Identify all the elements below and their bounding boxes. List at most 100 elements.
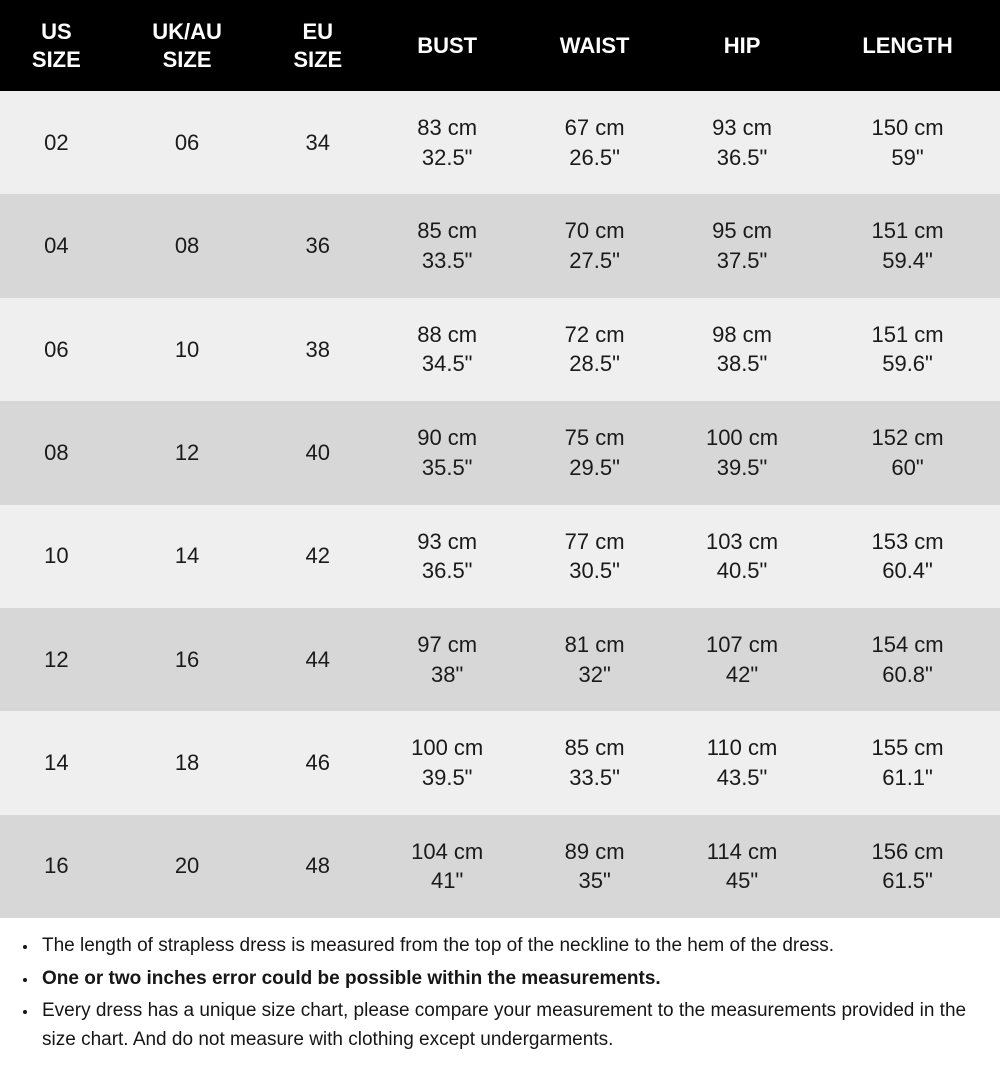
- cm-value: 98 cm: [675, 320, 809, 350]
- table-cell: 151 cm59.4": [815, 194, 1000, 297]
- table-cell: 14: [113, 505, 262, 608]
- cm-value: 152 cm: [821, 423, 994, 453]
- cm-value: 153 cm: [821, 527, 994, 557]
- cm-value: 67 cm: [526, 113, 663, 143]
- table-cell: 34: [261, 91, 374, 194]
- table-header-row: US SIZEUK/AU SIZEEU SIZEBUSTWAISTHIPLENG…: [0, 0, 1000, 91]
- table-cell: 97 cm38": [374, 608, 520, 711]
- table-cell: 110 cm43.5": [669, 711, 815, 814]
- cm-value: 151 cm: [821, 320, 994, 350]
- inch-value: 43.5": [675, 763, 809, 793]
- table-cell: 12: [0, 608, 113, 711]
- cm-value: 85 cm: [380, 216, 514, 246]
- col-header: EU SIZE: [261, 0, 374, 91]
- table-cell: 46: [261, 711, 374, 814]
- cm-value: 107 cm: [675, 630, 809, 660]
- notes-list: The length of strapless dress is measure…: [28, 932, 984, 1054]
- cm-value: 155 cm: [821, 733, 994, 763]
- table-row: 141846100 cm39.5"85 cm33.5"110 cm43.5"15…: [0, 711, 1000, 814]
- col-header: LENGTH: [815, 0, 1000, 91]
- table-cell: 93 cm36.5": [374, 505, 520, 608]
- inch-value: 33.5": [526, 763, 663, 793]
- cm-value: 89 cm: [526, 837, 663, 867]
- table-cell: 100 cm39.5": [374, 711, 520, 814]
- cm-value: 103 cm: [675, 527, 809, 557]
- cm-value: 100 cm: [380, 733, 514, 763]
- table-cell: 151 cm59.6": [815, 298, 1000, 401]
- inch-value: 60.8": [821, 660, 994, 690]
- inch-value: 38.5": [675, 349, 809, 379]
- col-header: HIP: [669, 0, 815, 91]
- inch-value: 33.5": [380, 246, 514, 276]
- table-cell: 114 cm45": [669, 815, 815, 918]
- table-cell: 104 cm41": [374, 815, 520, 918]
- inch-value: 41": [380, 866, 514, 896]
- table-cell: 95 cm37.5": [669, 194, 815, 297]
- inch-value: 39.5": [675, 453, 809, 483]
- cm-value: 156 cm: [821, 837, 994, 867]
- table-row: 162048104 cm41"89 cm35"114 cm45"156 cm61…: [0, 815, 1000, 918]
- table-cell: 70 cm27.5": [520, 194, 669, 297]
- table-cell: 98 cm38.5": [669, 298, 815, 401]
- inch-value: 60.4": [821, 556, 994, 586]
- table-cell: 16: [0, 815, 113, 918]
- cm-value: 93 cm: [380, 527, 514, 557]
- table-cell: 77 cm30.5": [520, 505, 669, 608]
- inch-value: 40.5": [675, 556, 809, 586]
- cm-value: 104 cm: [380, 837, 514, 867]
- table-cell: 153 cm60.4": [815, 505, 1000, 608]
- table-cell: 107 cm42": [669, 608, 815, 711]
- inch-value: 61.5": [821, 866, 994, 896]
- table-row: 12164497 cm38"81 cm32"107 cm42"154 cm60.…: [0, 608, 1000, 711]
- table-cell: 10: [113, 298, 262, 401]
- table-cell: 103 cm40.5": [669, 505, 815, 608]
- inch-value: 42": [675, 660, 809, 690]
- cm-value: 85 cm: [526, 733, 663, 763]
- table-cell: 06: [0, 298, 113, 401]
- cm-value: 93 cm: [675, 113, 809, 143]
- cm-value: 114 cm: [675, 837, 809, 867]
- cm-value: 75 cm: [526, 423, 663, 453]
- inch-value: 36.5": [380, 556, 514, 586]
- inch-value: 35": [526, 866, 663, 896]
- cm-value: 110 cm: [675, 733, 809, 763]
- inch-value: 60": [821, 453, 994, 483]
- table-cell: 67 cm26.5": [520, 91, 669, 194]
- cm-value: 95 cm: [675, 216, 809, 246]
- table-cell: 72 cm28.5": [520, 298, 669, 401]
- cm-value: 154 cm: [821, 630, 994, 660]
- table-cell: 152 cm60": [815, 401, 1000, 504]
- cm-value: 88 cm: [380, 320, 514, 350]
- table-cell: 154 cm60.8": [815, 608, 1000, 711]
- cm-value: 81 cm: [526, 630, 663, 660]
- inch-value: 35.5": [380, 453, 514, 483]
- size-chart-table: US SIZEUK/AU SIZEEU SIZEBUSTWAISTHIPLENG…: [0, 0, 1000, 918]
- inch-value: 32.5": [380, 143, 514, 173]
- table-cell: 150 cm59": [815, 91, 1000, 194]
- table-cell: 75 cm29.5": [520, 401, 669, 504]
- cm-value: 70 cm: [526, 216, 663, 246]
- table-cell: 18: [113, 711, 262, 814]
- table-cell: 36: [261, 194, 374, 297]
- notes-section: The length of strapless dress is measure…: [0, 918, 1000, 1078]
- table-cell: 44: [261, 608, 374, 711]
- inch-value: 27.5": [526, 246, 663, 276]
- inch-value: 61.1": [821, 763, 994, 793]
- cm-value: 72 cm: [526, 320, 663, 350]
- inch-value: 59": [821, 143, 994, 173]
- table-cell: 08: [0, 401, 113, 504]
- col-header: UK/AU SIZE: [113, 0, 262, 91]
- table-cell: 16: [113, 608, 262, 711]
- table-cell: 156 cm61.5": [815, 815, 1000, 918]
- table-cell: 85 cm33.5": [374, 194, 520, 297]
- inch-value: 59.6": [821, 349, 994, 379]
- cm-value: 77 cm: [526, 527, 663, 557]
- table-row: 10144293 cm36.5"77 cm30.5"103 cm40.5"153…: [0, 505, 1000, 608]
- col-header: WAIST: [520, 0, 669, 91]
- cm-value: 150 cm: [821, 113, 994, 143]
- inch-value: 29.5": [526, 453, 663, 483]
- table-cell: 100 cm39.5": [669, 401, 815, 504]
- cm-value: 83 cm: [380, 113, 514, 143]
- table-cell: 10: [0, 505, 113, 608]
- inch-value: 26.5": [526, 143, 663, 173]
